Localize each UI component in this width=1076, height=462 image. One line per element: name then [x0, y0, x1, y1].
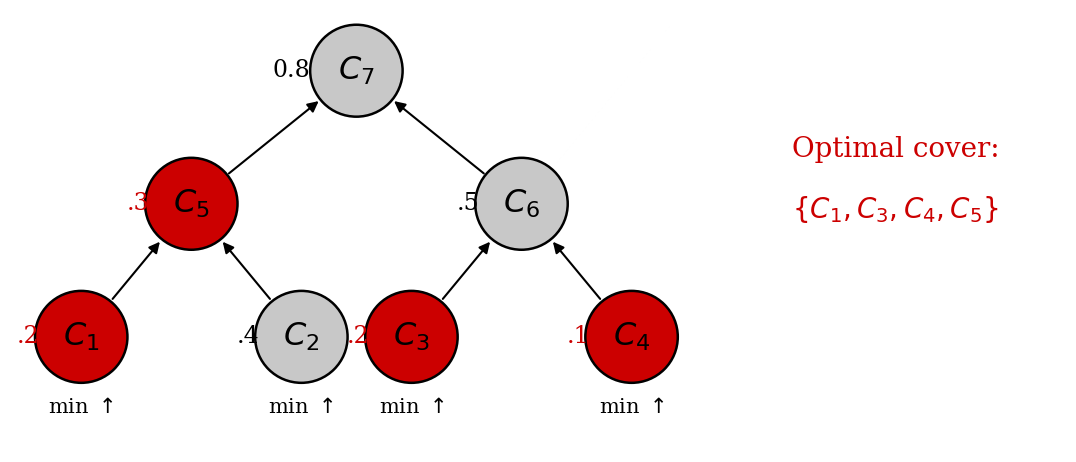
- Text: .4: .4: [237, 325, 259, 348]
- Ellipse shape: [585, 291, 678, 383]
- Text: $C_2$: $C_2$: [283, 321, 320, 353]
- Text: $C_3$: $C_3$: [393, 321, 429, 353]
- Ellipse shape: [310, 25, 402, 117]
- Ellipse shape: [145, 158, 238, 250]
- Text: $\{C_1, C_3, C_4, C_5\}$: $\{C_1, C_3, C_4, C_5\}$: [792, 195, 1000, 225]
- Text: .2: .2: [16, 325, 40, 348]
- Ellipse shape: [365, 291, 457, 383]
- Text: min $\uparrow$: min $\uparrow$: [268, 397, 335, 417]
- Ellipse shape: [36, 291, 127, 383]
- Text: min $\uparrow$: min $\uparrow$: [598, 397, 665, 417]
- Text: min $\uparrow$: min $\uparrow$: [379, 397, 444, 417]
- Text: $C_6$: $C_6$: [502, 188, 540, 220]
- Text: $C_7$: $C_7$: [338, 55, 374, 87]
- Ellipse shape: [255, 291, 348, 383]
- Text: 0.8: 0.8: [272, 59, 310, 82]
- Text: $C_4$: $C_4$: [613, 321, 650, 353]
- Text: Optimal cover:: Optimal cover:: [792, 136, 1000, 163]
- Text: .5: .5: [457, 192, 480, 215]
- Text: .1: .1: [567, 325, 590, 348]
- Text: min $\uparrow$: min $\uparrow$: [48, 397, 114, 417]
- Text: $C_5$: $C_5$: [173, 188, 210, 220]
- Text: $C_1$: $C_1$: [63, 321, 99, 353]
- Ellipse shape: [476, 158, 568, 250]
- Text: .2: .2: [346, 325, 369, 348]
- Text: .3: .3: [127, 192, 150, 215]
